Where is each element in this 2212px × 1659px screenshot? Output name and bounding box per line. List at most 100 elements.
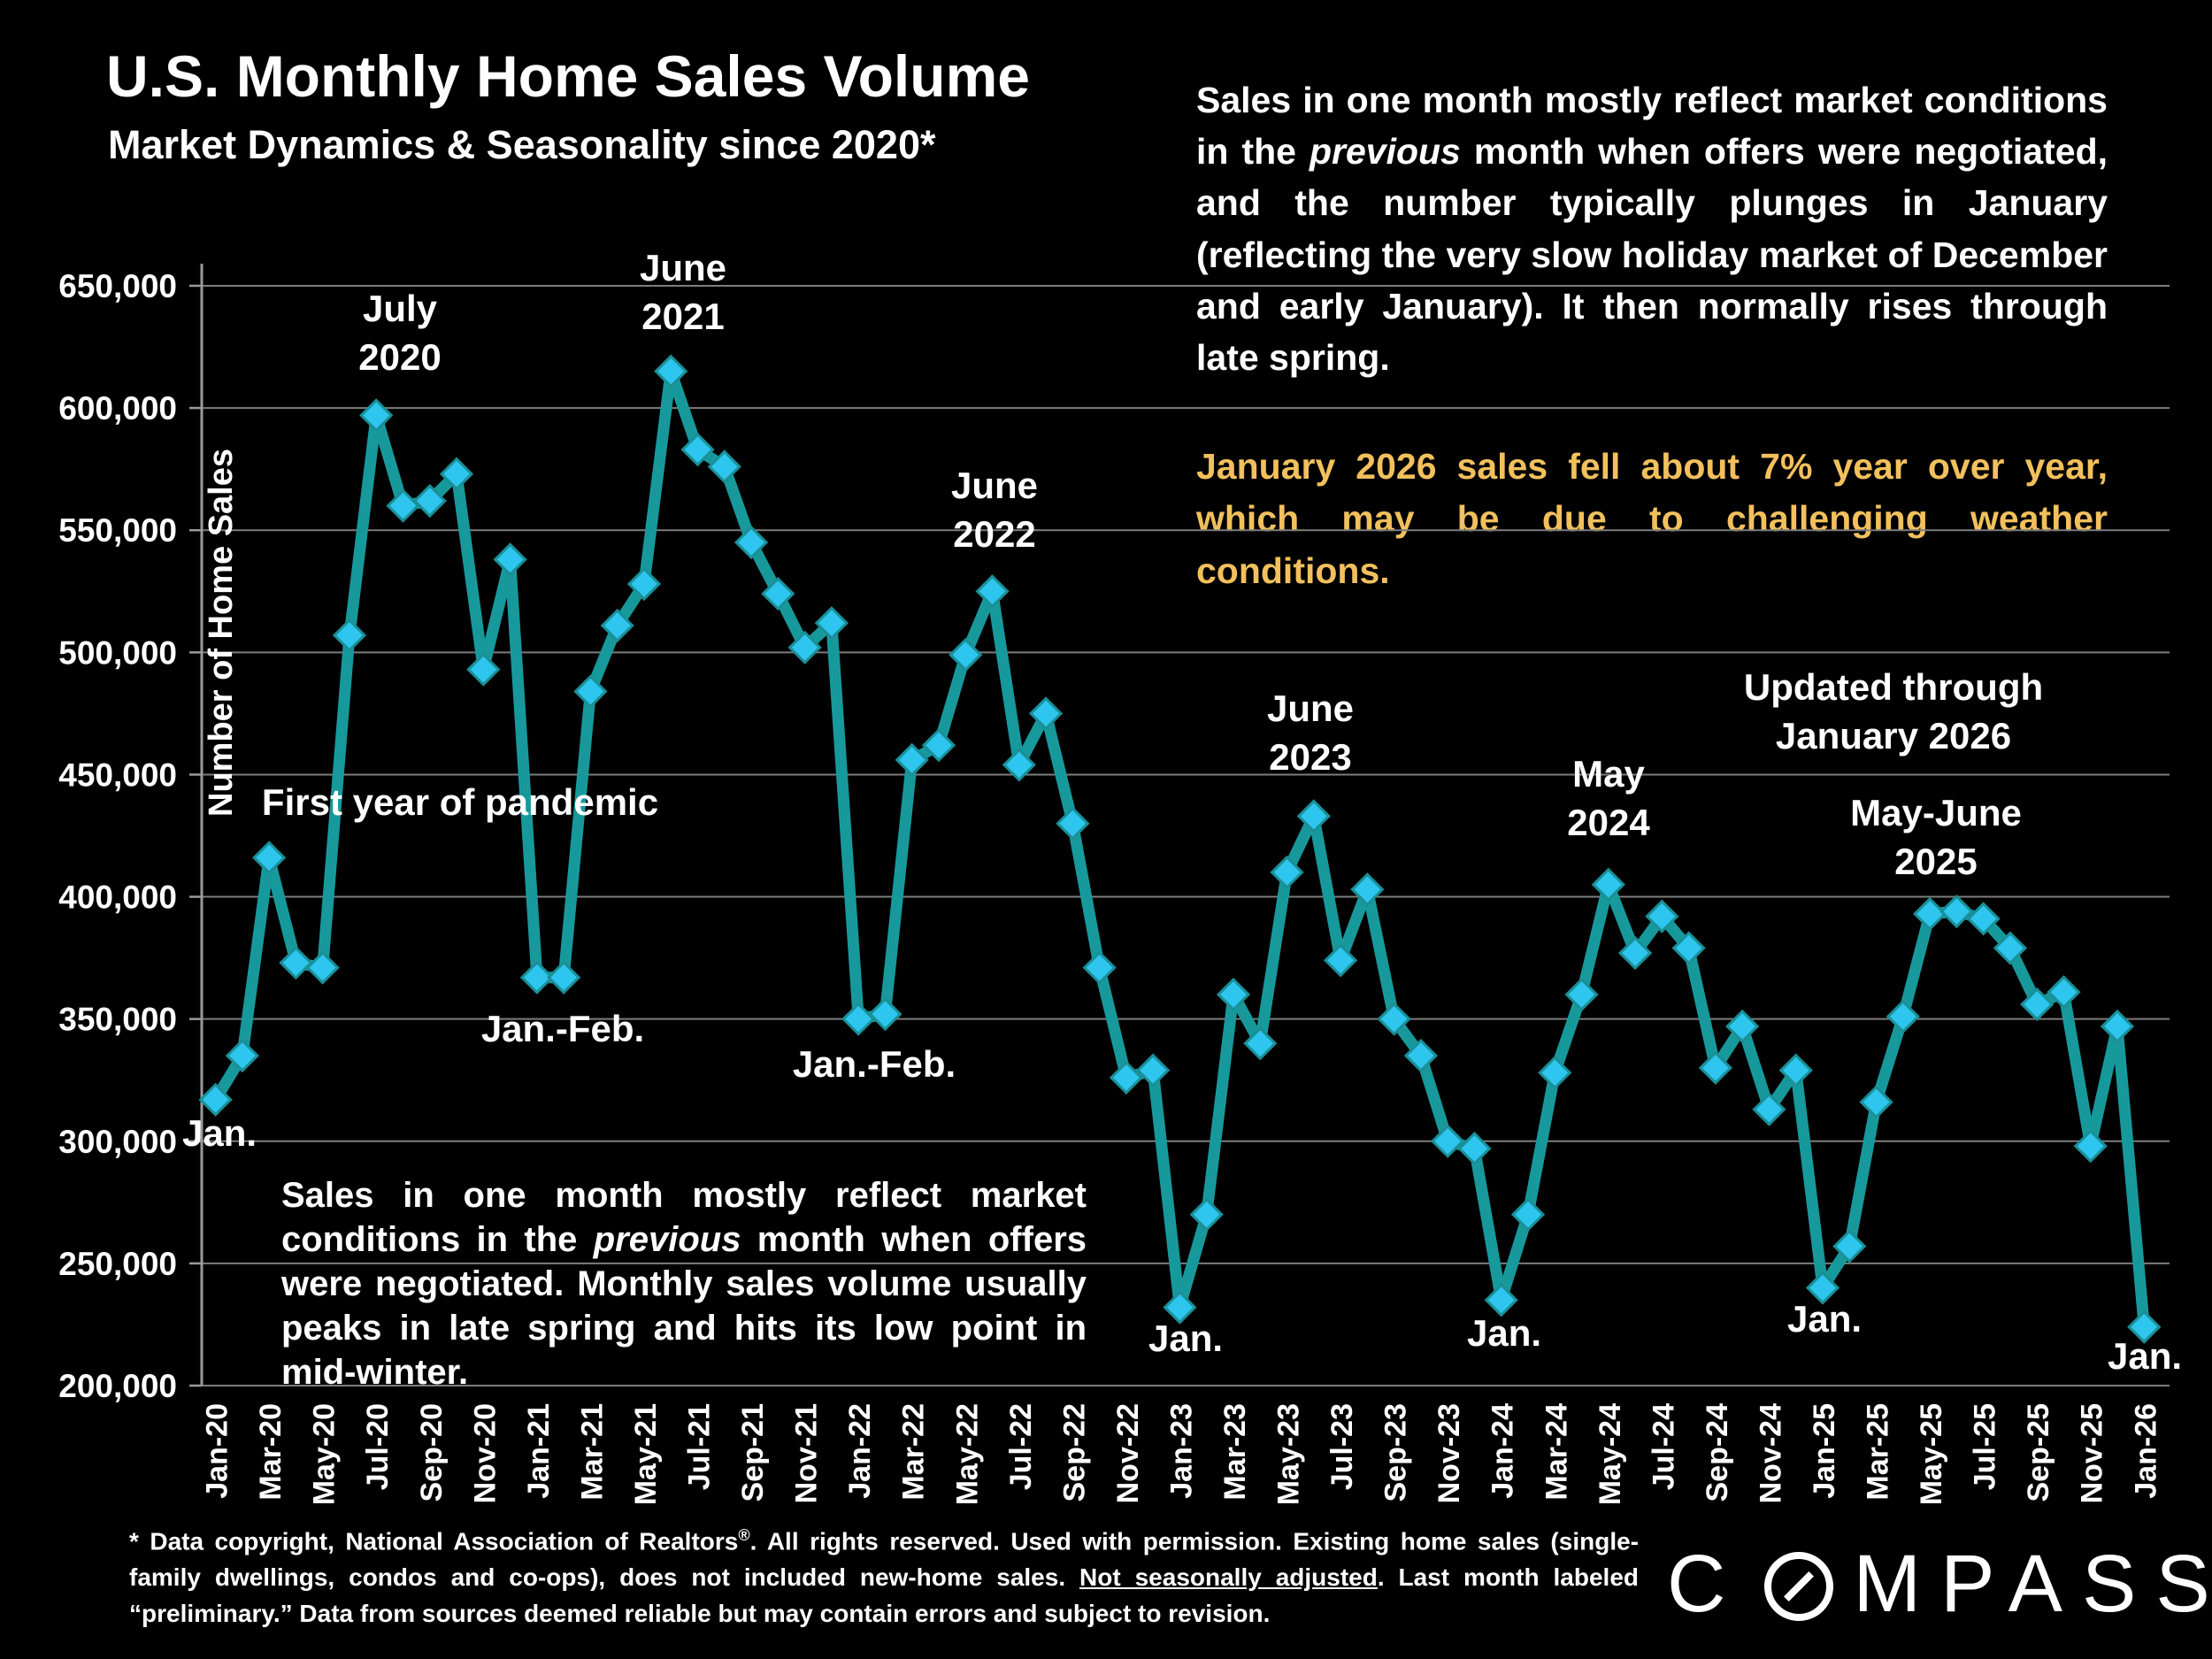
data-point-marker <box>1028 696 1064 731</box>
y-axis-tick-label: 500,000 <box>58 634 177 671</box>
data-point-marker <box>949 637 983 672</box>
data-point-marker <box>412 483 447 518</box>
annotation-june-2023: June 2023 <box>1266 687 1355 778</box>
annotation-june-2021: June 2021 <box>639 247 727 337</box>
data-point-marker <box>1431 1124 1465 1158</box>
x-axis-tick-label: Nov-25 <box>2076 1403 2109 1503</box>
x-axis-tick-label: Mar-23 <box>1218 1403 1252 1501</box>
data-point-marker <box>225 1038 259 1073</box>
registered-mark: ® <box>738 1526 750 1544</box>
x-axis-tick-label: Sep-21 <box>736 1403 770 1502</box>
data-point-marker <box>654 354 688 388</box>
x-axis-tick-label: Jan-20 <box>201 1403 234 1499</box>
note-italic-word: previous <box>593 1220 741 1259</box>
data-point-marker <box>439 457 474 491</box>
x-axis-tick-label: Mar-24 <box>1540 1403 1573 1501</box>
annotation-updated-through: Updated through January 2026 <box>1743 666 2044 757</box>
january-2026-highlight-paragraph: January 2026 sales fell about 7% year ov… <box>1196 446 2108 592</box>
data-point-marker <box>1966 902 2001 936</box>
data-point-marker <box>975 574 1010 609</box>
data-point-marker <box>305 950 340 985</box>
data-point-marker <box>1377 1002 1411 1036</box>
y-axis-tick-label: 650,000 <box>58 268 177 304</box>
x-axis-tick-label: Mar-21 <box>575 1403 609 1501</box>
note-text: month when offers were negotiated. Month… <box>281 1220 1087 1392</box>
data-point-marker <box>2073 1129 2108 1164</box>
data-point-marker <box>626 566 662 602</box>
y-axis-tick-label: 400,000 <box>58 879 177 916</box>
data-point-marker <box>761 576 795 611</box>
data-point-marker <box>519 960 555 995</box>
x-axis-tick-label: Sep-23 <box>1379 1403 1413 1502</box>
x-axis-tick-label: Jul-24 <box>1647 1403 1680 1490</box>
x-axis-tick-label: Jul-21 <box>683 1403 717 1490</box>
data-point-marker <box>1270 855 1304 890</box>
chart-note: Sales in one month mostly reflect market… <box>281 1173 1087 1394</box>
data-point-marker <box>1538 1056 1572 1090</box>
annotation-june-2022: June 2022 <box>950 465 1039 555</box>
page-subtitle: Market Dynamics & Seasonality since 2020… <box>108 122 936 167</box>
annotation-jan-2023: Jan. <box>1148 1317 1224 1359</box>
data-point-marker <box>252 841 287 875</box>
x-axis-tick-label: Sep-20 <box>415 1403 449 1502</box>
market-explanation-paragraph: Sales in one month mostly reflect market… <box>1196 74 2108 383</box>
note-text: Sales in one month mostly reflect market… <box>281 1176 1087 1259</box>
annotation-jan-2025: Jan. <box>1786 1298 1863 1340</box>
data-point-marker <box>573 674 608 709</box>
y-axis-tick-label: 200,000 <box>58 1368 177 1404</box>
x-axis-tick-label: Nov-22 <box>1111 1403 1145 1503</box>
x-axis-tick-label: Sep-25 <box>2022 1403 2055 1502</box>
data-point-marker <box>1859 1085 1893 1119</box>
data-point-marker <box>1136 1053 1171 1087</box>
data-point-marker <box>1510 1197 1546 1232</box>
data-point-marker <box>1457 1131 1492 1166</box>
data-point-marker <box>1617 935 1653 971</box>
compass-logo-text: C <box>1667 1539 1746 1629</box>
data-point-marker <box>198 1082 233 1117</box>
data-point-marker <box>1189 1197 1224 1232</box>
x-axis-tick-label: Jan-21 <box>522 1403 556 1499</box>
paragraph-italic-word: previous <box>1309 131 1461 173</box>
annotation-jan-2020: Jan. <box>181 1112 257 1154</box>
x-axis-tick-label: May-20 <box>308 1403 342 1505</box>
data-point-marker <box>1725 1009 1760 1044</box>
data-point-marker <box>1323 943 1358 978</box>
data-point-marker <box>1243 1026 1278 1061</box>
data-point-marker <box>2020 987 2055 1022</box>
data-source-footnote: * Data copyright, National Association o… <box>129 1524 1639 1632</box>
x-axis-tick-label: May-22 <box>950 1403 984 1505</box>
data-point-marker <box>1002 748 1036 782</box>
data-point-marker <box>386 488 420 523</box>
data-point-marker <box>466 652 501 687</box>
compass-logo: C MPASS <box>1667 1538 2212 1631</box>
annotation-may-2024: May 2024 <box>1567 753 1650 843</box>
data-point-marker <box>493 542 527 577</box>
x-axis-tick-label: Jan-23 <box>1164 1403 1198 1499</box>
data-point-marker <box>1109 1060 1144 1095</box>
x-axis-tick-label: Mar-25 <box>1862 1403 1895 1501</box>
x-axis-tick-label: Nov-20 <box>468 1403 502 1503</box>
paragraph-text: Sales in one month mostly reflect market… <box>1196 80 2108 173</box>
data-point-marker <box>359 398 394 433</box>
data-point-marker <box>1993 931 2028 965</box>
data-point-marker <box>814 606 849 641</box>
x-axis-tick-label: Jul-22 <box>1004 1403 1038 1490</box>
data-point-marker <box>1564 977 1599 1012</box>
annotation-first-year-pandemic: First year of pandemic <box>261 781 659 823</box>
footnote-text: . Last month labeled “preliminary.” Data… <box>129 1563 1639 1627</box>
data-point-marker <box>1296 799 1331 833</box>
data-point-marker <box>1939 895 1974 929</box>
data-point-marker <box>279 946 313 980</box>
data-point-marker <box>1778 1053 1813 1087</box>
data-point-marker <box>1886 999 1920 1034</box>
data-point-marker <box>787 630 822 664</box>
x-axis-tick-label: May-23 <box>1272 1403 1306 1505</box>
y-axis-tick-label: 250,000 <box>58 1246 177 1282</box>
x-axis-tick-label: Mar-20 <box>254 1403 288 1501</box>
data-point-marker <box>2127 1310 2162 1344</box>
footnote-text: * Data copyright, National Association o… <box>129 1527 739 1555</box>
x-axis-tick-label: May-24 <box>1594 1403 1627 1505</box>
annotation-may-june-2025: May-June 2025 <box>1850 792 2022 882</box>
x-axis-tick-label: Jan-26 <box>2129 1403 2162 1499</box>
